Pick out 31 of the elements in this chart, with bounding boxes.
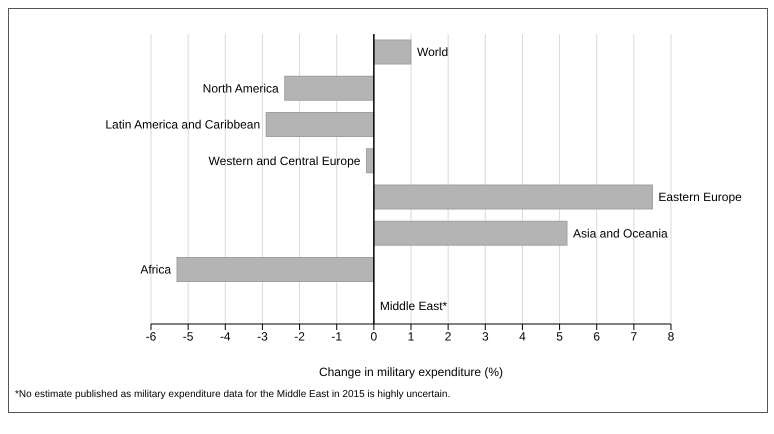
y-tick-label: Asia and Oceania bbox=[573, 226, 668, 240]
y-tick-label: Western and Central Europe bbox=[208, 154, 361, 168]
x-tick-label: 3 bbox=[482, 330, 489, 344]
x-axis-title: Change in military expenditure (%) bbox=[318, 365, 504, 379]
x-tick-label: -5 bbox=[182, 330, 194, 344]
bar bbox=[373, 40, 412, 64]
x-tick-label: -2 bbox=[294, 330, 306, 344]
text: *No estimate published as military expenditure data for the Middle East in 2015 is highly uncertain. bbox=[15, 389, 452, 400]
x-tick-label: -6 bbox=[146, 330, 157, 344]
x-tick-label: -3 bbox=[257, 330, 268, 344]
x-tick-label: 2 bbox=[444, 330, 452, 344]
x-tick-label: -4 bbox=[220, 330, 231, 344]
x-tick-label: 7 bbox=[630, 330, 638, 344]
y-tick-label: North America bbox=[202, 81, 280, 96]
bar bbox=[176, 257, 374, 282]
y-tick-label: World bbox=[417, 45, 448, 60]
bar bbox=[373, 184, 653, 210]
bar bbox=[284, 76, 374, 101]
x-tick-label: 1 bbox=[408, 330, 415, 344]
x-tick-label: 4 bbox=[519, 330, 526, 344]
x-tick-label: 6 bbox=[593, 330, 600, 344]
x-tick-label: 8 bbox=[668, 330, 675, 344]
y-tick-label: Latin America and Caribbean bbox=[105, 118, 260, 132]
bar bbox=[266, 112, 374, 137]
y-tick-label: Africa bbox=[140, 262, 172, 277]
y-tick-label: Middle East* bbox=[380, 298, 448, 313]
x-tick-label: 5 bbox=[556, 330, 564, 344]
x-tick-label: 0 bbox=[370, 330, 378, 344]
x-tick-label: -1 bbox=[331, 330, 342, 344]
y-tick-label: Eastern Europe bbox=[658, 190, 742, 204]
bar bbox=[373, 220, 568, 246]
